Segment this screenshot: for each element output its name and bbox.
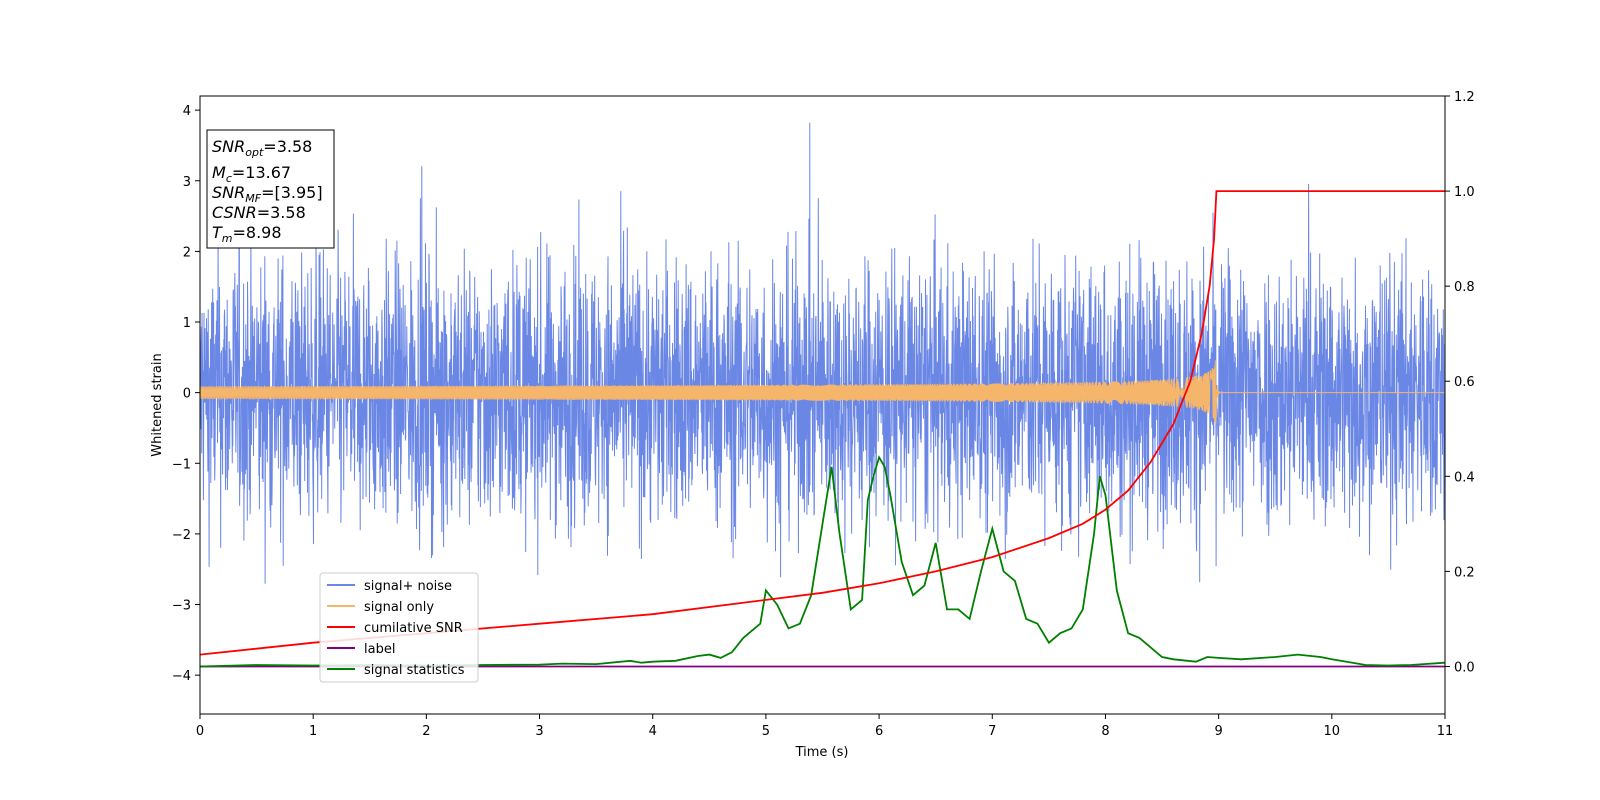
info-snr-opt: SNRopt=3.58 [212, 137, 312, 159]
y-axis-label: Whitened strain [150, 353, 165, 456]
y-right-tick-label: 1.0 [1454, 185, 1475, 200]
x-tick-label: 3 [535, 724, 543, 739]
svg-text:signal only: signal only [364, 600, 434, 615]
x-tick-label: 11 [1437, 724, 1454, 739]
info-box: SNRopt=3.58 Mc=13.67 SNRMF=[3.95] CSNR=3… [206, 129, 335, 249]
y-left-tick-label: 4 [183, 104, 191, 119]
y-left-tick-label: −3 [172, 599, 191, 614]
legend: signal+ noise signal only cumilative SNR… [319, 572, 479, 683]
info-tm: Tm=8.98 [212, 223, 282, 245]
signal-statistics-line [200, 455, 1445, 668]
x-tick-label: 8 [1101, 724, 1109, 739]
x-axis: 0 1 2 3 4 5 6 7 8 9 10 11 [196, 714, 1453, 739]
y-left-tick-label: 0 [183, 387, 191, 402]
y-axis-right: 1.2 1.0 0.8 0.6 0.4 0.2 0.0 [1445, 90, 1475, 675]
svg-text:signal statistics: signal statistics [364, 663, 465, 678]
x-tick-label: 1 [309, 724, 317, 739]
signal-only-series [200, 360, 1445, 424]
y-right-tick-label: 0.6 [1454, 375, 1475, 390]
y-left-tick-label: −2 [172, 528, 191, 543]
y-left-tick-label: −1 [172, 457, 191, 472]
signal-only-line [200, 360, 1445, 424]
x-tick-label: 10 [1324, 724, 1341, 739]
svg-text:cumilative SNR: cumilative SNR [364, 621, 463, 636]
info-csnr: CSNR=3.58 [212, 203, 306, 222]
svg-text:signal+ noise: signal+ noise [364, 579, 452, 594]
y-right-tick-label: 0.8 [1454, 280, 1475, 295]
info-mc: Mc=13.67 [212, 163, 291, 185]
x-tick-label: 5 [762, 724, 770, 739]
y-axis-left: 4 3 2 1 0 −1 −2 −3 −4 [172, 104, 200, 684]
svg-text:label: label [364, 642, 395, 657]
legend-item-cumulative-snr: cumilative SNR [327, 621, 463, 636]
x-tick-label: 2 [422, 724, 430, 739]
y-right-tick-label: 0.0 [1454, 660, 1475, 675]
y-right-tick-label: 1.2 [1454, 90, 1475, 105]
y-left-tick-label: 3 [183, 175, 191, 190]
legend-item-label: label [327, 642, 395, 657]
cumulative-snr-line [200, 190, 1445, 656]
y-right-tick-label: 0.4 [1454, 470, 1475, 485]
x-axis-label: Time (s) [795, 745, 849, 760]
signal-noise-line [200, 122, 1445, 584]
legend-item-signal-statistics: signal statistics [327, 663, 465, 678]
legend-item-signal-only: signal only [327, 600, 434, 615]
x-tick-label: 6 [875, 724, 883, 739]
y-left-tick-label: −4 [172, 669, 191, 684]
info-snr-mf: SNRMF=[3.95] [212, 183, 323, 205]
legend-item-signal-noise: signal+ noise [327, 579, 452, 594]
x-tick-label: 4 [649, 724, 657, 739]
x-tick-label: 9 [1214, 724, 1222, 739]
signal-noise-series [200, 122, 1445, 584]
y-right-tick-label: 0.2 [1454, 565, 1475, 580]
y-left-tick-label: 2 [183, 245, 191, 260]
plot-frame [199, 95, 1446, 715]
x-tick-label: 7 [988, 724, 996, 739]
y-left-tick-label: 1 [183, 316, 191, 331]
x-tick-label: 0 [196, 724, 204, 739]
